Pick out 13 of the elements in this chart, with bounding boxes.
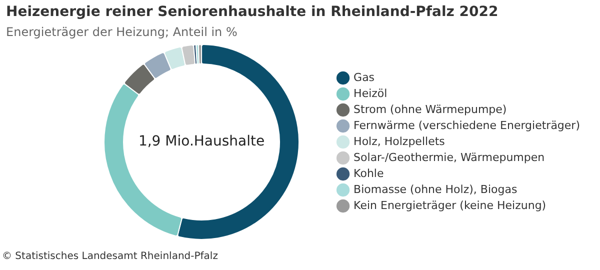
legend-label: Kein Energieträger (keine Heizung) — [354, 198, 546, 212]
legend-label: Biomasse (ohne Holz), Biogas — [354, 182, 518, 196]
legend-label: Kohle — [354, 166, 384, 180]
chart-title: Heizenergie reiner Seniorenhaushalte in Rheinland-Pfalz 2022 — [6, 4, 498, 20]
text: 1,9 Mio.Haushalte — [138, 134, 265, 150]
legend-label: Fernwärme (verschiedene Energieträger) — [354, 118, 580, 132]
legend-label: Gas — [354, 70, 375, 84]
legend-label: Heizöl — [354, 86, 388, 100]
legend-label: Strom (ohne Wärmepumpe) — [354, 102, 507, 116]
chart-subtitle: Energieträger der Heizung; Anteil in % — [6, 25, 238, 39]
text: © Statistisches Landesamt Rheinland-Pfalz — [2, 251, 218, 262]
legend-label: Solar-/Geothermie, Wärmepumpen — [354, 150, 545, 164]
legend-label: Holz, Holzpellets — [354, 134, 446, 148]
